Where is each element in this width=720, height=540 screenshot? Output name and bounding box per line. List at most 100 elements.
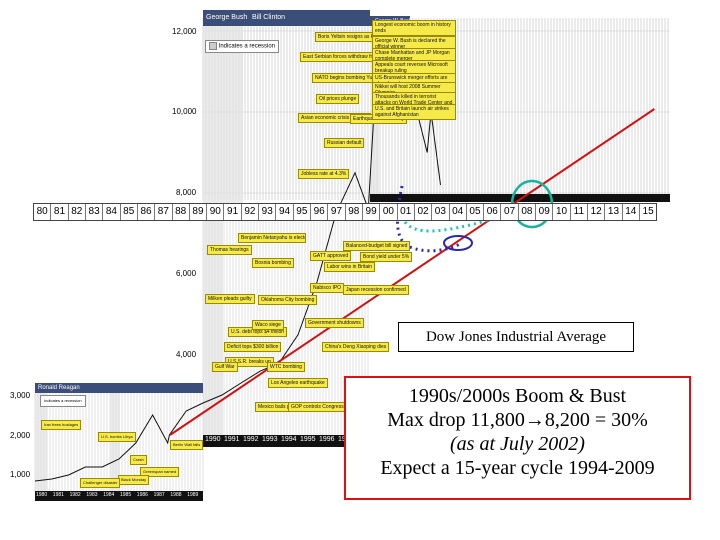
recession-legend-bottom-label: Indicates a recession bbox=[44, 398, 82, 403]
y-tick-8000: 8,000 bbox=[176, 188, 197, 197]
event-note: Thomas hearings bbox=[207, 245, 252, 255]
mid-year-label: 1994 bbox=[281, 436, 297, 443]
year-cell: 81 bbox=[51, 204, 69, 220]
bottom-year-label: 1985 bbox=[120, 492, 132, 498]
year-cell: 00 bbox=[380, 204, 398, 220]
event-note: Japan recession confirmed bbox=[343, 285, 409, 295]
event-note: Government shutdowns bbox=[305, 318, 364, 328]
year-cell: 93 bbox=[259, 204, 277, 220]
year-cell: 08 bbox=[519, 204, 537, 220]
summary-line-1: 1990s/2000s Boom & Bust bbox=[408, 385, 627, 407]
year-cell: 01 bbox=[398, 204, 415, 220]
year-cell: 09 bbox=[536, 204, 554, 220]
header-clinton: Bill Clinton bbox=[252, 14, 286, 21]
year-cell: 10 bbox=[553, 204, 571, 220]
year-cell: 82 bbox=[69, 204, 86, 220]
bottom-year-label: 1984 bbox=[103, 492, 115, 498]
year-cell: 11 bbox=[571, 204, 588, 220]
mid-year-label: 1990 bbox=[205, 436, 221, 443]
event-note: Benjamin Netanyahu is elected Prime Mini… bbox=[238, 233, 306, 243]
event-note: Iran frees hostages bbox=[41, 420, 82, 430]
year-cell: 99 bbox=[363, 204, 381, 220]
year-cell: 14 bbox=[623, 204, 640, 220]
year-cell: 97 bbox=[328, 204, 346, 220]
recession-legend-bottom: Indicates a recession bbox=[40, 395, 86, 407]
event-note: Balanced-budget bill signed bbox=[343, 241, 411, 251]
year-cell: 06 bbox=[484, 204, 502, 220]
bottom-year-label: 1981 bbox=[52, 492, 64, 498]
event-note: Labor wins in Britain bbox=[324, 262, 376, 272]
event-note: Crash bbox=[130, 455, 147, 465]
event-note: GATT approved bbox=[310, 251, 352, 261]
recession-legend-label: Indicates a recession bbox=[218, 43, 276, 50]
bottom-year-label: 1982 bbox=[69, 492, 81, 498]
year-cell: 95 bbox=[294, 204, 311, 220]
header-reagan: Ronald Reagan bbox=[38, 385, 80, 391]
event-note: GOP controls Congress bbox=[288, 402, 347, 412]
summary-line-3: (as at July 2002) bbox=[450, 433, 585, 455]
event-note: Greenspan named bbox=[140, 467, 180, 477]
event-note: Longest economic boom in history ends bbox=[372, 20, 456, 36]
blue-circle-marker bbox=[443, 235, 473, 251]
y-tick-4000: 4,000 bbox=[176, 350, 197, 359]
y-tick-3000: 3,000 bbox=[10, 391, 31, 400]
y-tick-12000: 12,000 bbox=[172, 27, 197, 36]
event-note: U.S. bombs Libya bbox=[98, 432, 136, 442]
bottom-year-label: 1986 bbox=[136, 492, 148, 498]
year-cell: 04 bbox=[450, 204, 467, 220]
event-note: Los Angeles earthquake bbox=[268, 378, 328, 388]
y-tick-10000: 10,000 bbox=[172, 107, 197, 116]
mid-year-label: 1996 bbox=[319, 436, 335, 443]
event-note: Oil prices plunge bbox=[316, 94, 360, 104]
year-cell: 87 bbox=[155, 204, 173, 220]
year-cell: 07 bbox=[501, 204, 519, 220]
event-note: Nabisco IPO bbox=[310, 283, 345, 293]
event-note: WTC bombing bbox=[267, 362, 305, 372]
chart-title: Dow Jones Industrial Average bbox=[398, 322, 634, 352]
year-cell: 94 bbox=[276, 204, 294, 220]
year-cell: 89 bbox=[190, 204, 208, 220]
summary-box: 1990s/2000s Boom & Bust Max drop 11,800→… bbox=[344, 376, 691, 500]
mid-year-label: 1991 bbox=[224, 436, 240, 443]
bottom-year-label: 1989 bbox=[187, 492, 199, 498]
year-cell: 13 bbox=[605, 204, 623, 220]
year-cell: 84 bbox=[103, 204, 121, 220]
year-cell: 15 bbox=[642, 206, 654, 217]
bottom-year-label: 1980 bbox=[36, 492, 48, 498]
event-note: Bond yield under 5% bbox=[360, 252, 413, 262]
event-note: U.S. and Britain launch air strikes agai… bbox=[372, 104, 456, 120]
bottom-year-label: 1983 bbox=[86, 492, 98, 498]
trend-line bbox=[169, 108, 655, 436]
event-note: Berlin Wall falls bbox=[170, 440, 204, 450]
summary-line-2: Max drop 11,800→8,200 = 30% bbox=[387, 409, 648, 431]
bottom-year-label: 1988 bbox=[170, 492, 182, 498]
year-cell: 83 bbox=[86, 204, 104, 220]
year-cell: 96 bbox=[311, 204, 329, 220]
summary-line-4: Expect a 15-year cycle 1994-2009 bbox=[380, 457, 655, 479]
recession-legend: Indicates a recession bbox=[205, 40, 280, 53]
header-bush: George Bush bbox=[206, 14, 248, 21]
mid-year-label: 1992 bbox=[243, 436, 259, 443]
year-cell: 98 bbox=[346, 204, 363, 220]
year-cell: 02 bbox=[415, 204, 433, 220]
year-cell: 80 bbox=[34, 204, 52, 220]
event-note: China's Deng Xiaoping dies bbox=[322, 342, 390, 352]
y-tick-6000: 6,000 bbox=[176, 269, 197, 278]
year-cell: 92 bbox=[242, 204, 260, 220]
event-note: Deficit tops $300 billion bbox=[224, 342, 282, 352]
mid-year-label: 1995 bbox=[300, 436, 316, 443]
year-cell: 05 bbox=[467, 204, 485, 220]
mid-year-label: 1993 bbox=[262, 436, 278, 443]
year-cell: 88 bbox=[173, 204, 190, 220]
event-note: Milken pleads guilty bbox=[205, 294, 255, 304]
event-note: Bosnia bombing bbox=[252, 258, 294, 268]
year-cell: 86 bbox=[138, 204, 156, 220]
event-note: Gulf War bbox=[212, 362, 238, 372]
year-cell: 12 bbox=[588, 204, 606, 220]
year-strip: 80 81 82 83 84 85 86 87 88 89 90 91 92 93 94 95 96 97 98 99… bbox=[33, 203, 657, 221]
bottom-year-axis bbox=[35, 491, 203, 501]
y-tick-1000: 1,000 bbox=[10, 470, 31, 479]
year-cell: 03 bbox=[432, 204, 450, 220]
bottom-year-label: 1987 bbox=[153, 492, 165, 498]
year-cell: 85 bbox=[121, 204, 138, 220]
